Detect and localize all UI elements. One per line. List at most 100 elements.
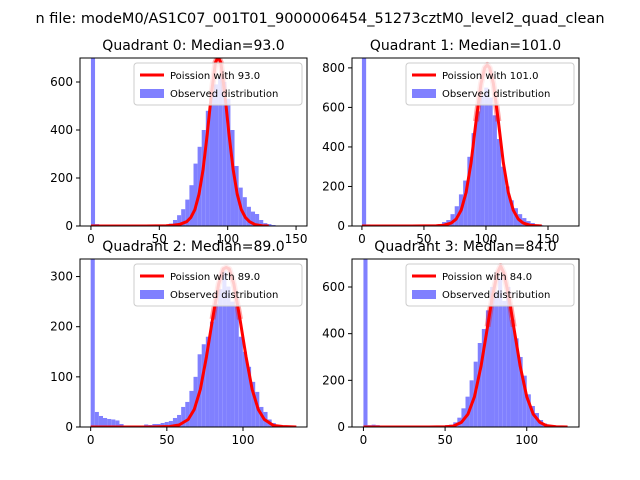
histogram-bar [267, 224, 272, 226]
histogram-bar [505, 186, 510, 226]
y-tick-label: 0 [65, 219, 73, 233]
axes-frame [351, 258, 580, 428]
histogram-bar [255, 214, 260, 226]
histogram-bar [222, 271, 227, 427]
histogram-bar [242, 197, 247, 226]
figure-suptitle: n file: modeM0/AS1C07_001T01_9000006454_… [35, 11, 604, 27]
histogram-bar [201, 130, 206, 226]
histogram-bar [103, 417, 108, 427]
legend-box [405, 263, 575, 307]
axes-frame [79, 258, 308, 428]
x-tick-label: 50 [159, 433, 174, 447]
x-tick-label: 100 [515, 433, 538, 447]
legend-swatch-observed [412, 89, 436, 98]
histogram-bar [230, 130, 235, 226]
histogram-bar [160, 422, 165, 427]
legend-label-observed: Observed distribution [170, 290, 278, 301]
histogram-bar [205, 110, 210, 226]
histogram-bar [177, 215, 182, 226]
y-tick-label: 200 [322, 373, 345, 387]
histogram-bar [172, 417, 178, 427]
histogram-bar [510, 319, 515, 427]
x-tick-label: 100 [475, 232, 498, 246]
axes-frame [351, 57, 580, 227]
y-tick-label: 400 [322, 140, 345, 154]
legend: Poission with 93.0 Observed distribution [133, 62, 303, 106]
histogram-bar [488, 97, 493, 226]
histogram-bar [361, 58, 367, 226]
x-tick-label: 100 [232, 433, 255, 447]
histogram-bar [496, 139, 502, 226]
histogram-bar [475, 111, 481, 226]
x-tick-label: 50 [416, 232, 431, 246]
histogram-bar [259, 220, 264, 226]
histogram-bar [481, 329, 486, 427]
subplot-quadrant-3: Quadrant 3: Median=84.0 0 50 100 0 200 400 600 P… [322, 239, 580, 447]
histogram-bar [214, 84, 219, 226]
legend-label-observed: Observed distribution [442, 89, 550, 100]
legend-label-poisson: Poission with 89.0 [170, 272, 260, 283]
histogram-bar [498, 277, 503, 427]
histogram-bar [177, 414, 182, 427]
x-tick-label: 0 [360, 433, 368, 447]
y-tick-label: 400 [322, 327, 345, 341]
histogram-bar [242, 351, 247, 427]
histogram-bar [181, 209, 186, 226]
histogram-bar [189, 390, 194, 427]
histogram-bar [518, 357, 523, 427]
histogram-bar [111, 419, 116, 427]
legend-label-observed: Observed distribution [442, 290, 550, 301]
histogram-bar [234, 306, 239, 427]
histogram-bar [509, 200, 514, 226]
x-tick-label: 50 [152, 232, 167, 246]
axes-frame [79, 57, 308, 227]
histogram-bar [530, 406, 535, 427]
x-tick-label: 50 [437, 433, 452, 447]
plot-area [90, 259, 297, 427]
legend-label-poisson: Poission with 101.0 [442, 71, 538, 82]
subplot-title: Quadrant 1: Median=101.0 [370, 38, 561, 54]
y-tick-label: 800 [322, 61, 345, 75]
x-tick-label: 0 [87, 433, 95, 447]
histogram-bar [209, 321, 215, 427]
histogram-bar [185, 199, 190, 226]
legend-box [133, 62, 303, 106]
histogram-bar [463, 180, 468, 226]
histogram-bar [189, 185, 194, 226]
histogram-bar [246, 366, 252, 427]
y-tick-label: 100 [50, 370, 73, 384]
histogram-bar [94, 411, 99, 427]
histogram-bar [205, 336, 210, 427]
histogram-bar [181, 406, 186, 427]
histogram-bar [90, 259, 95, 427]
histogram-bar [218, 289, 223, 427]
histogram-bar [251, 381, 256, 427]
histogram-bar [501, 166, 506, 226]
y-tick-label: 0 [337, 219, 345, 233]
histogram-bar [522, 375, 527, 427]
histogram-bar [90, 58, 96, 226]
histogram-bar [107, 418, 112, 427]
x-tick-label: 100 [216, 232, 239, 246]
x-tick-label: 150 [537, 232, 560, 246]
legend-swatch-observed [140, 290, 164, 299]
histogram-bar [185, 401, 190, 427]
y-tick-label: 0 [337, 420, 345, 434]
histogram-bar [98, 415, 104, 427]
histogram-bar [471, 133, 476, 226]
histogram-bar [226, 286, 231, 427]
histogram-bar [480, 95, 485, 226]
legend-box [133, 263, 303, 307]
histogram-bar [506, 287, 511, 427]
y-tick-label: 200 [322, 179, 345, 193]
legend: Poission with 84.0 Observed distribution [405, 263, 575, 307]
histogram-bar [119, 423, 124, 427]
histogram-bar [484, 87, 489, 226]
subplot-title: Quadrant 3: Median=84.0 [374, 239, 556, 255]
histogram-bar [201, 344, 206, 427]
x-tick-label: 0 [358, 232, 366, 246]
legend: Poission with 89.0 Observed distribution [133, 263, 303, 307]
histogram-bar [514, 338, 519, 427]
histogram-bar [218, 77, 223, 226]
